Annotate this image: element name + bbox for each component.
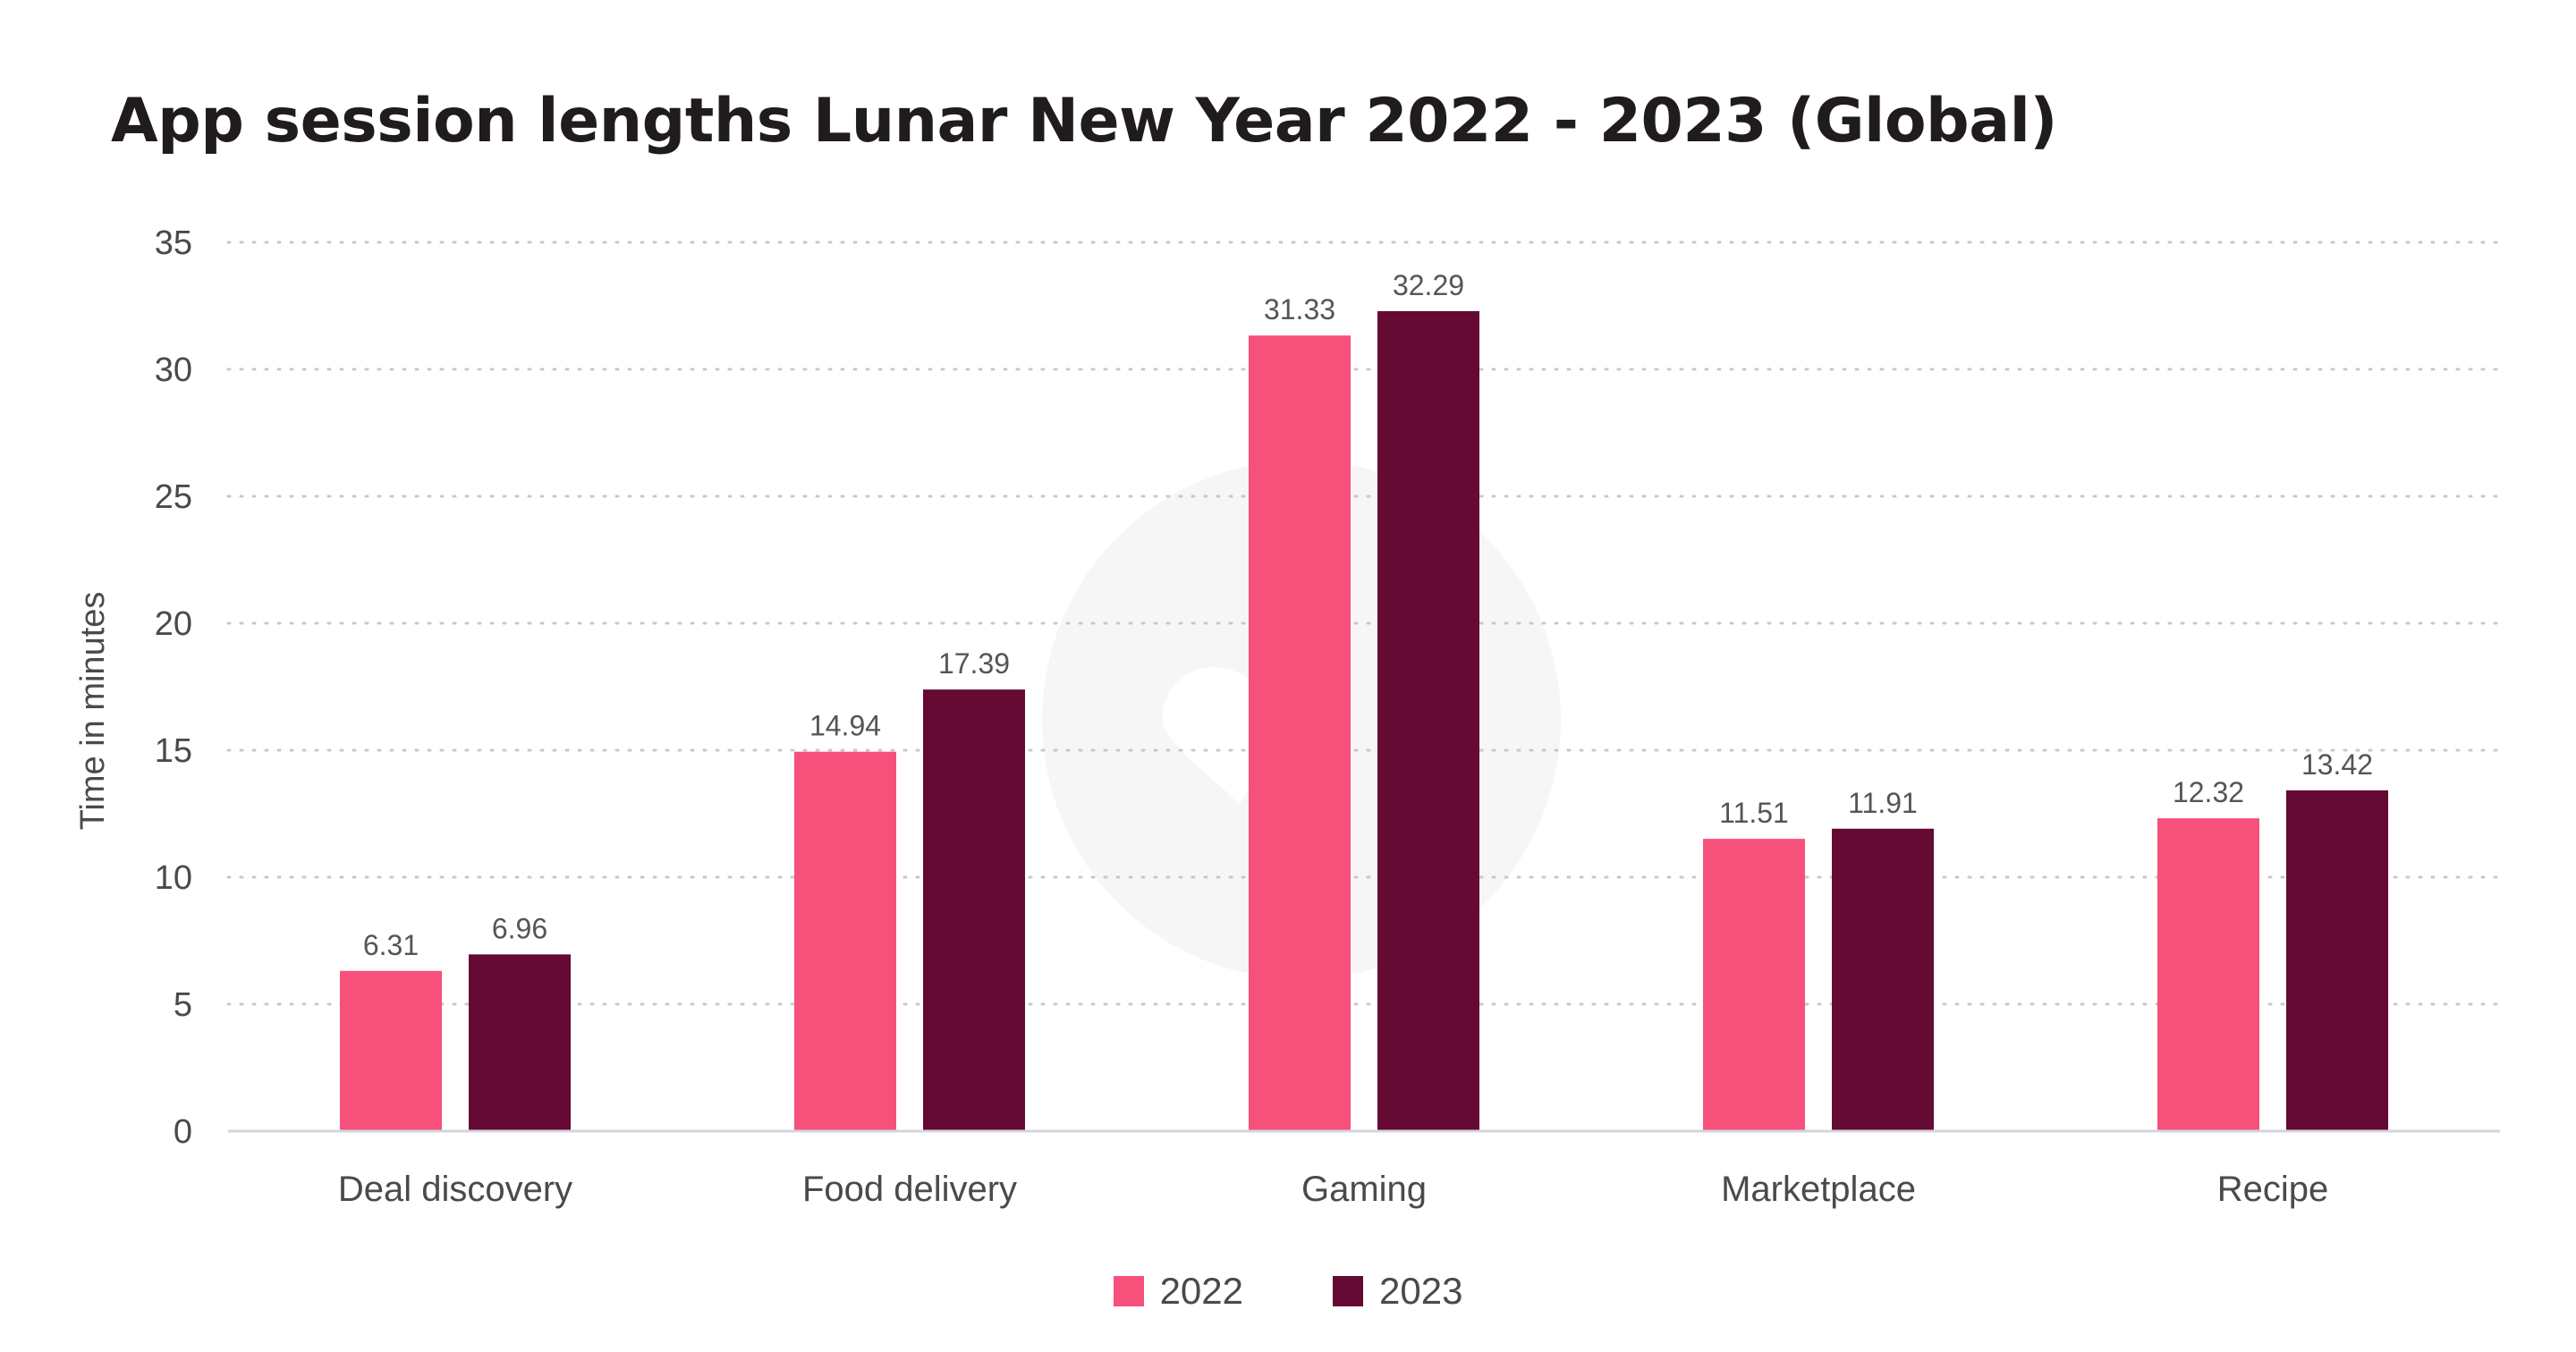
- data-label: 6.96: [492, 912, 547, 944]
- x-category-label: Marketplace: [1721, 1170, 1916, 1209]
- x-category-label: Deal discovery: [338, 1170, 572, 1209]
- data-label: 17.39: [938, 647, 1010, 680]
- y-tick-label: 15: [155, 732, 192, 770]
- legend-swatch-2023: [1333, 1276, 1363, 1306]
- y-tick-label: 10: [155, 859, 192, 897]
- bars: [340, 310, 2388, 1131]
- legend-label-2023: 2023: [1379, 1270, 1463, 1312]
- bar-2023-deal-discovery[interactable]: [469, 954, 571, 1131]
- x-category-label: Recipe: [2217, 1170, 2329, 1209]
- data-label: 11.91: [1848, 787, 1918, 819]
- bar-2023-gaming[interactable]: [1377, 310, 1479, 1131]
- x-category-label: Gaming: [1301, 1170, 1427, 1209]
- x-category-label: Food delivery: [802, 1170, 1017, 1209]
- bar-2022-gaming[interactable]: [1249, 335, 1351, 1131]
- bar-2022-food-delivery[interactable]: [794, 751, 896, 1131]
- bar-2023-recipe[interactable]: [2286, 790, 2388, 1131]
- data-label: 12.32: [2173, 776, 2244, 808]
- y-axis-title: Time in minutes: [74, 592, 112, 831]
- chart-title: App session lengths Lunar New Year 2022 …: [111, 86, 2058, 156]
- legend-swatch-2022: [1113, 1276, 1144, 1306]
- bar-2023-marketplace[interactable]: [1832, 828, 1934, 1131]
- data-label: 6.31: [363, 929, 419, 961]
- labels: 0 5 10 15 20 25 30 35 Time in minutes 6.31 6.96 Dea…: [74, 224, 2373, 1209]
- y-tick-label: 20: [155, 605, 192, 643]
- data-label: 13.42: [2301, 748, 2373, 781]
- y-tick-label: 35: [155, 224, 192, 262]
- grid-lines: [226, 241, 2502, 1006]
- y-tick-label: 30: [155, 351, 192, 389]
- data-label: 14.94: [809, 710, 881, 742]
- y-tick-label: 25: [155, 478, 192, 516]
- bar-2022-recipe[interactable]: [2157, 818, 2259, 1131]
- data-label: 31.33: [1264, 293, 1335, 325]
- data-label: 11.51: [1719, 797, 1789, 829]
- bar-2022-deal-discovery[interactable]: [340, 970, 442, 1131]
- data-label: 32.29: [1393, 269, 1464, 301]
- bar-2022-marketplace[interactable]: [1703, 839, 1805, 1131]
- legend: 2022 2023: [0, 1270, 2576, 1313]
- bar-2023-food-delivery[interactable]: [923, 689, 1025, 1131]
- legend-item-2023[interactable]: 2023: [1333, 1270, 1462, 1313]
- legend-item-2022[interactable]: 2022: [1113, 1270, 1243, 1313]
- legend-label-2022: 2022: [1159, 1270, 1243, 1312]
- y-tick-label: 0: [174, 1113, 192, 1151]
- y-tick-label: 5: [174, 986, 192, 1024]
